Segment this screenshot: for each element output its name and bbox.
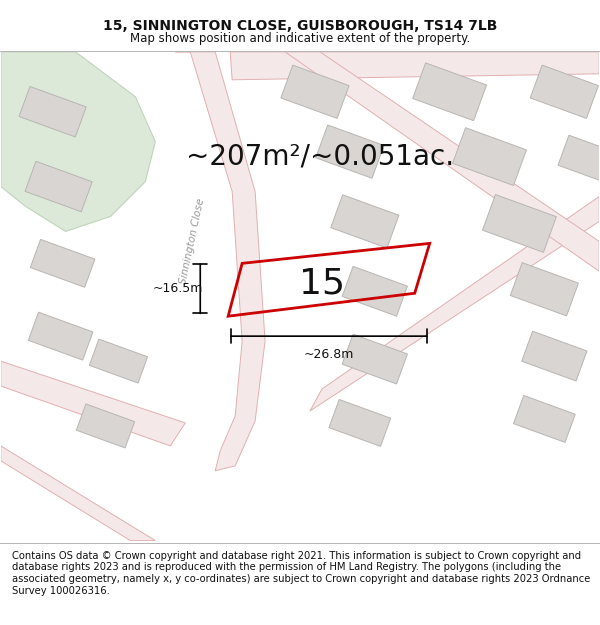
Text: Contains OS data © Crown copyright and database right 2021. This information is : Contains OS data © Crown copyright and d… (12, 551, 590, 596)
Polygon shape (1, 52, 155, 231)
Polygon shape (175, 52, 265, 471)
Polygon shape (76, 404, 134, 448)
Polygon shape (1, 361, 185, 446)
Text: Map shows position and indicative extent of the property.: Map shows position and indicative extent… (130, 32, 470, 45)
Polygon shape (19, 86, 86, 137)
Polygon shape (230, 52, 599, 80)
Polygon shape (31, 239, 95, 288)
Text: 15, SINNINGTON CLOSE, GUISBOROUGH, TS14 7LB: 15, SINNINGTON CLOSE, GUISBOROUGH, TS14 … (103, 19, 497, 33)
Polygon shape (25, 161, 92, 212)
Polygon shape (310, 196, 599, 411)
Polygon shape (482, 194, 556, 252)
Polygon shape (89, 339, 148, 383)
Polygon shape (522, 331, 587, 381)
Polygon shape (514, 396, 575, 442)
Polygon shape (316, 125, 384, 178)
Text: Sinnington Close: Sinnington Close (178, 198, 206, 285)
Text: ~26.8m: ~26.8m (304, 348, 354, 361)
Polygon shape (342, 266, 407, 316)
Polygon shape (28, 312, 93, 360)
Polygon shape (413, 63, 487, 121)
Text: 15: 15 (299, 266, 345, 300)
Polygon shape (510, 262, 578, 316)
Text: ~16.5m: ~16.5m (153, 282, 203, 295)
Polygon shape (452, 127, 526, 186)
Polygon shape (329, 399, 391, 446)
Polygon shape (331, 195, 399, 248)
Polygon shape (281, 65, 349, 118)
Polygon shape (1, 446, 155, 541)
Polygon shape (285, 52, 599, 271)
Polygon shape (530, 65, 598, 118)
Polygon shape (558, 135, 600, 184)
Text: ~207m²/~0.051ac.: ~207m²/~0.051ac. (186, 142, 454, 171)
Polygon shape (342, 334, 407, 384)
